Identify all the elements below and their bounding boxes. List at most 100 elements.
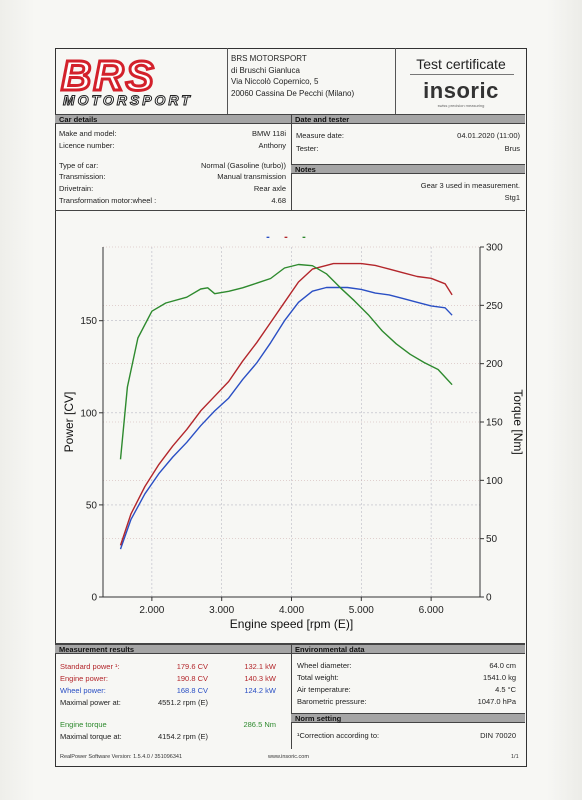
y-right-tick-label: 50: [486, 534, 498, 545]
logo-sub-text: MOTORSPORT: [63, 92, 193, 109]
date-tester-header: Date and tester: [291, 114, 525, 124]
meas-v2-torque: 286.5 Nm: [243, 720, 276, 729]
company-name: BRS MOTORSPORT: [231, 54, 307, 63]
y-left-axis-label: Power [CV]: [62, 392, 76, 453]
meas-v1-standard: 179.6 CV: [176, 662, 208, 671]
car-label-type: Type of car:: [59, 161, 99, 170]
meas-label-maxpower: Maximal power at:: [60, 698, 121, 707]
car-label-licence: Licence number:: [59, 141, 115, 150]
certificate-frame: [55, 48, 527, 767]
chart-grid: [103, 246, 480, 598]
car-value-transmission: Manual transmission: [217, 172, 286, 181]
chart-lines: [119, 262, 453, 550]
legend-marker-wheel_power: -: [266, 231, 270, 243]
certificate-title: Test certificate: [416, 56, 506, 72]
notes-line1: Gear 3 used in measurement.: [420, 181, 520, 190]
legend-marker-engine_power: -: [284, 231, 288, 243]
meas-v2-wheel: 124.2 kW: [244, 686, 276, 695]
tester-label: Tester:: [296, 144, 319, 153]
meas-label-engine: Engine power:: [60, 674, 108, 683]
series-line-engine_power: [119, 262, 453, 546]
env-label-pressure: Barometric pressure:: [297, 697, 367, 706]
env-label-weight: Total weight:: [297, 673, 339, 682]
brs-logo: BRS MOTORSPORT: [55, 48, 228, 114]
meas-v2-standard: 132.1 kW: [244, 662, 276, 671]
company-address: BRS MOTORSPORT di Bruschi Gianluca Via N…: [231, 53, 354, 99]
y-right-tick-label: 150: [486, 418, 503, 429]
y-right-tick-label: 0: [486, 593, 492, 604]
chart-axes: [99, 246, 484, 601]
car-value-type: Normal (Gasoline (turbo)): [200, 161, 286, 170]
norm-value: DIN 70020: [480, 731, 516, 740]
measurement-header: Measurement results: [55, 644, 291, 654]
certificate-title-box: Test certificate insoric swiss precision…: [395, 48, 526, 114]
car-value-licence: Anthony: [258, 141, 286, 150]
environment-header: Environmental data: [291, 644, 525, 654]
dyno-chart: - - - 2.000 3.000 4.000 5.000 6.000 0 50 100 150 0 5…: [55, 210, 525, 643]
chart-top-rule: [55, 210, 525, 211]
series-line-engine_torque: [119, 263, 453, 460]
env-label-wheel: Wheel diameter:: [297, 661, 352, 670]
date-value: 04.01.2020 (11:00): [457, 131, 520, 140]
y-right-tick-label: 250: [486, 301, 503, 312]
x-axis-label: Engine speed [rpm (E)]: [230, 617, 353, 631]
notes-line2: Stg1: [504, 193, 520, 202]
date-label: Measure date:: [296, 131, 344, 140]
y-right-tick-label: 300: [486, 243, 503, 254]
y-left-tick-label: 0: [91, 593, 97, 604]
chart-labels: 2.000 3.000 4.000 5.000 6.000 0 50 100 150 0 50 100…: [62, 243, 525, 632]
company-street: Via Niccolò Copernico, 5: [231, 77, 319, 86]
y-right-tick-label: 200: [486, 359, 503, 370]
logo-main-text: BRS: [60, 51, 156, 101]
meas-v1-maxpower: 4551.2 rpm (E): [157, 698, 208, 707]
meas-label-maxtorque: Maximal torque at:: [60, 732, 122, 741]
x-tick-label: 3.000: [209, 605, 234, 616]
meas-v1-engine: 190.8 CV: [176, 674, 208, 683]
y-left-tick-label: 100: [80, 408, 97, 419]
chart-legend: ---: [266, 231, 306, 243]
env-value-pressure: 1047.0 hPa: [477, 697, 516, 706]
y-right-axis-label: Torque [Nm]: [511, 389, 525, 454]
meas-v1-wheel: 168.8 CV: [176, 686, 208, 695]
norm-header: Norm setting: [291, 713, 525, 723]
car-label-make: Make and model:: [59, 129, 117, 138]
meas-label-torque: Engine torque: [60, 720, 107, 729]
car-label-ratio: Transformation motor:wheel :: [59, 196, 157, 205]
y-left-tick-label: 50: [86, 500, 98, 511]
footer-page: 1/1: [511, 754, 519, 760]
meas-label-standard: Standard power ¹:: [60, 662, 120, 671]
meas-v2-engine: 140.3 kW: [244, 674, 276, 683]
notes-header: Notes: [291, 164, 525, 174]
x-tick-label: 5.000: [349, 605, 374, 616]
env-value-temp: 4.5 °C: [495, 685, 516, 694]
car-details-header: Car details: [55, 114, 291, 124]
meas-v1-maxtorque: 4154.2 rpm (E): [157, 732, 208, 741]
y-right-tick-label: 100: [486, 476, 503, 487]
env-value-wheel: 64.0 cm: [489, 661, 516, 670]
results-top-rule: [55, 643, 525, 644]
car-value-drivetrain: Rear axle: [253, 184, 286, 193]
insoric-logo: insoric: [423, 78, 499, 103]
env-label-temp: Air temperature:: [297, 685, 351, 694]
car-label-drivetrain: Drivetrain:: [59, 184, 94, 193]
car-value-ratio: 4.68: [271, 196, 286, 205]
company-owner: di Bruschi Gianluca: [231, 65, 300, 75]
car-value-make: BMW 118i: [251, 129, 286, 138]
header: BRS MOTORSPORT BRS MOTORSPORT di Bruschi…: [55, 48, 525, 114]
norm-label: ¹Correction according to:: [297, 731, 380, 740]
x-tick-label: 6.000: [419, 605, 444, 616]
y-left-tick-label: 150: [80, 316, 97, 327]
results-divider: [291, 644, 292, 749]
details-divider: [291, 114, 292, 210]
footer-website[interactable]: www.insoric.com: [268, 754, 309, 760]
x-tick-label: 4.000: [279, 605, 304, 616]
tester-value: Brus: [504, 144, 520, 153]
env-value-weight: 1541.0 kg: [483, 673, 516, 682]
title-divider: [410, 74, 514, 75]
car-label-transmission: Transmission:: [59, 172, 106, 181]
company-city: 20060 Cassina De Pecchi (Milano): [231, 88, 355, 98]
insoric-tagline: swiss precision measuring: [437, 103, 485, 108]
x-tick-label: 2.000: [139, 605, 164, 616]
footer-software: RealPower Software Version: 1.5.4.0 / 35…: [60, 754, 182, 760]
dyno-chart-svg: - - - 2.000 3.000 4.000 5.000 6.000 0 50 100 150 0 5…: [62, 231, 525, 632]
